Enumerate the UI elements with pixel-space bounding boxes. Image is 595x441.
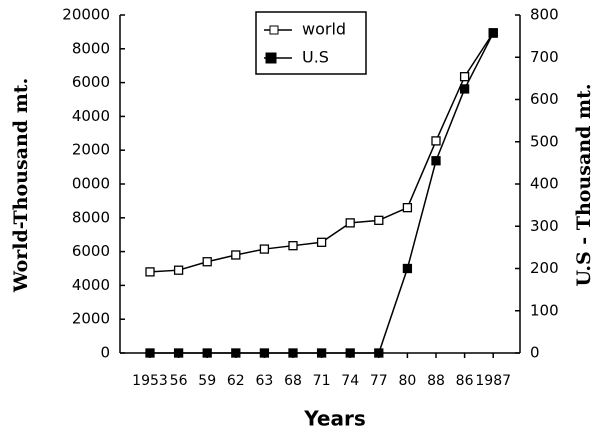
y2-tick-label: 200 <box>530 259 559 277</box>
point <box>488 28 498 38</box>
point <box>259 348 270 358</box>
y-tick-label: 4000 <box>72 107 110 125</box>
point <box>259 244 270 254</box>
y-tick-label: 8000 <box>72 208 110 226</box>
x-tick-label: 74 <box>341 373 359 389</box>
point <box>173 348 184 358</box>
point <box>202 348 212 358</box>
y2-axis-label: U.S - Thousand mt. <box>573 84 595 287</box>
point <box>402 263 413 274</box>
legend-label: world <box>302 20 346 39</box>
point <box>202 257 212 267</box>
legend-label: U.S <box>302 48 329 67</box>
point <box>345 348 355 358</box>
y-tick-label: 2000 <box>72 310 110 328</box>
x-tick-label: 1953 <box>132 373 168 389</box>
y2-tick-label: 500 <box>530 132 559 150</box>
y2-tick-label: 100 <box>530 301 559 319</box>
x-tick-label: 63 <box>255 373 273 389</box>
y2-tick-label: 300 <box>530 217 559 235</box>
y-tick-label: 2000 <box>72 141 110 159</box>
y2-tick-label: 0 <box>530 344 540 362</box>
point <box>231 250 241 260</box>
point <box>173 265 184 275</box>
point <box>459 84 470 94</box>
x-tick-label: 1987 <box>475 373 511 389</box>
x-tick-label: 62 <box>227 373 245 389</box>
y-tick-label: 20000 <box>62 6 110 24</box>
x-tick-label: 86 <box>456 373 474 389</box>
point <box>288 241 298 251</box>
point <box>374 348 384 358</box>
y-tick-label: 8000 <box>72 39 110 57</box>
point <box>145 348 155 358</box>
point <box>345 218 355 228</box>
point <box>431 156 441 166</box>
x-tick-label: 59 <box>198 373 216 389</box>
y2-tick-label: 600 <box>530 90 559 108</box>
point <box>288 348 298 358</box>
x-tick-label: 77 <box>370 373 388 389</box>
x-tick-label: 88 <box>427 373 445 389</box>
y-tick-label: 0 <box>100 344 110 362</box>
x-axis-label: Years <box>303 407 365 431</box>
point <box>431 136 441 146</box>
x-tick-label: 56 <box>170 373 188 389</box>
x-tick-label: 71 <box>313 373 331 389</box>
point <box>231 348 241 358</box>
point <box>316 348 327 358</box>
y2-tick-label: 700 <box>530 48 559 66</box>
point <box>374 215 384 225</box>
legend-marker <box>269 25 279 35</box>
x-tick-label: 80 <box>398 373 416 389</box>
point <box>145 267 155 277</box>
y2-tick-label: 400 <box>530 175 559 193</box>
legend-marker <box>265 52 277 64</box>
y-tick-label: 4000 <box>72 276 110 294</box>
point <box>459 72 470 82</box>
x-tick-label: 68 <box>284 373 302 389</box>
y2-tick-label: 800 <box>530 6 559 24</box>
point <box>402 203 413 213</box>
point <box>316 237 327 247</box>
series-line <box>150 32 494 354</box>
y-axis-label: World-Thousand mt. <box>10 78 32 293</box>
y-tick-label: 6000 <box>72 73 110 91</box>
y-tick-label: 0000 <box>72 175 110 193</box>
legend-box <box>255 11 367 75</box>
y-tick-label: 6000 <box>72 242 110 260</box>
